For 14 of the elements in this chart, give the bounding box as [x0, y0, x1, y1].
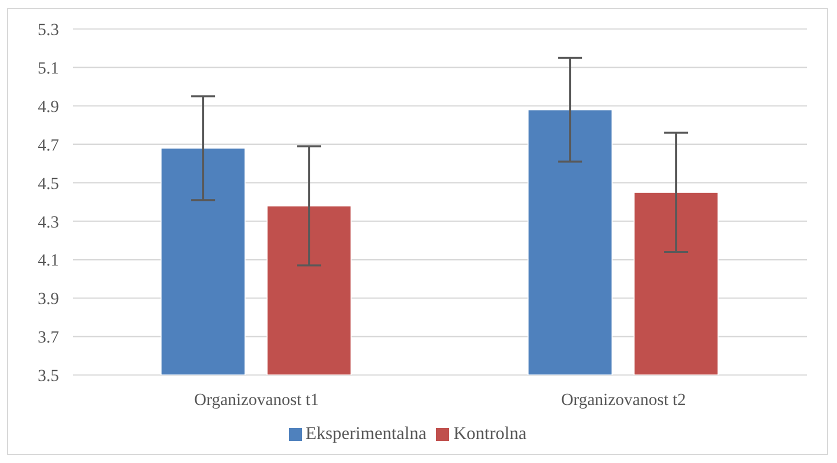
y-tick-label: 4.5	[38, 174, 59, 193]
legend-label: Eksperimentalna	[306, 423, 426, 443]
y-tick-label: 4.7	[38, 135, 60, 154]
y-tick-label: 4.3	[38, 212, 59, 232]
x-tick-label: Organizovanost t2	[561, 390, 686, 410]
y-tick-label: 5.3	[38, 20, 59, 40]
x-tick-label: Organizovanost t1	[194, 390, 319, 410]
legend-label: Kontrolna	[453, 423, 526, 443]
y-tick-label: 4.9	[38, 96, 59, 116]
y-tick-label: 4.1	[38, 250, 59, 270]
y-tick-label: 3.5	[38, 366, 59, 386]
y-tick-label: 3.9	[38, 289, 59, 308]
y-tick-label: 5.1	[38, 58, 59, 78]
y-tick-label: 3.7	[38, 328, 60, 347]
